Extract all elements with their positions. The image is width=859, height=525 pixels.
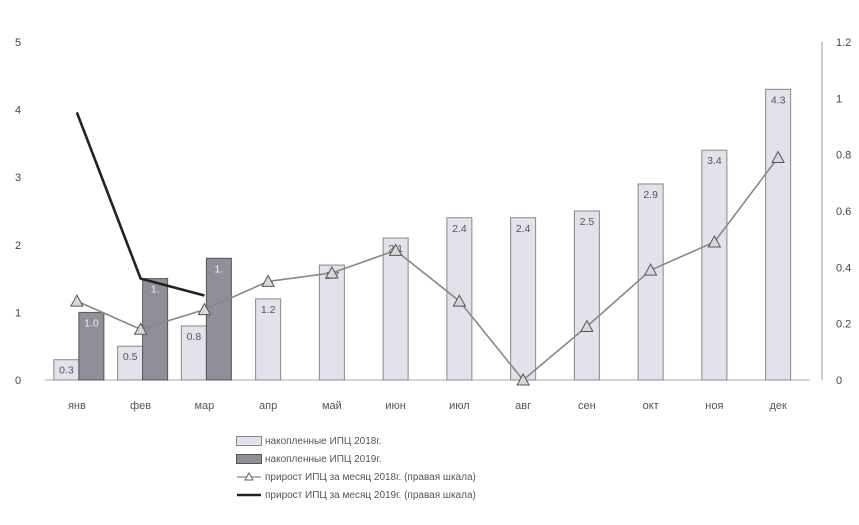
bar-2019 — [205, 257, 232, 381]
bar-label-2018: 2.5 — [580, 216, 595, 228]
legend-swatch-2018-line — [237, 472, 261, 481]
legend-item-2019-line: прирост ИПЦ за месяц 2019г. (правая шкал… — [236, 486, 476, 504]
line-point-2018 — [70, 294, 84, 307]
legend-item-2018-line: прирост ИПЦ за месяц 2018г. (правая шкал… — [236, 468, 476, 486]
line-point-2018 — [261, 274, 275, 287]
y-right-tick-label: 0.6 — [836, 206, 851, 218]
x-tick-label: окт — [643, 400, 659, 412]
line-point-2018 — [325, 265, 339, 279]
bar-2018 — [180, 325, 207, 381]
y-right-tick-label: 0.2 — [836, 319, 851, 331]
legend-label: прирост ИПЦ за месяц 2019г. (правая шкал… — [265, 489, 476, 501]
line-point-2018 — [580, 319, 594, 332]
bar-label-2019: 1. — [214, 263, 223, 275]
legend-label: прирост ИПЦ за месяц 2018г. (правая шкал… — [265, 471, 476, 483]
bar-2018 — [765, 88, 792, 381]
bar-label-2018: 3.4 — [707, 155, 722, 167]
bar-label-2018: 2.9 — [643, 189, 658, 201]
bar-2018 — [701, 149, 728, 381]
bar-2018 — [255, 298, 282, 381]
y-left-tick-label: 0 — [15, 375, 21, 387]
legend-item-2019-bars: накопленные ИПЦ 2019г. — [236, 450, 476, 468]
bar-label-2018: 4.3 — [771, 94, 786, 106]
bar-label-2018: 0.5 — [123, 351, 138, 363]
bar-label-2018: 2.4 — [516, 223, 531, 235]
x-tick-label: фев — [130, 400, 151, 412]
bar-2018 — [318, 264, 345, 381]
x-tick-label: июн — [385, 400, 405, 412]
legend-label: накопленные ИПЦ 2019г. — [265, 453, 382, 465]
line-series-2018 — [76, 157, 779, 382]
x-tick-label: апр — [259, 400, 277, 412]
y-left-tick-label: 5 — [15, 37, 21, 49]
x-tick-label: июл — [449, 400, 470, 412]
y-left-tick-label: 2 — [15, 240, 21, 252]
bar-series — [53, 88, 792, 381]
y-right-tick-label: 0.4 — [836, 262, 851, 274]
bar-2018 — [637, 183, 664, 381]
legend-item-2018-bars: накопленные ИПЦ 2018г. — [236, 432, 476, 450]
line-point-2018 — [771, 150, 785, 163]
axes: 0 1 2 3 4 5 0 0.2 0.4 0.6 0.8 1 1.2 янв фев мар апр май ию… — [15, 37, 851, 412]
bar-label-2018: 2.4 — [452, 223, 467, 235]
y-left-tick-label: 3 — [15, 172, 21, 184]
x-tick-label: янв — [68, 400, 86, 412]
legend-swatch-2019-bars — [236, 454, 262, 464]
x-tick-label: ноя — [705, 400, 723, 412]
bar-2019 — [78, 311, 105, 381]
x-tick-label: авг — [515, 400, 531, 412]
bar-2018 — [382, 237, 409, 381]
y-left-tick-label: 4 — [15, 105, 21, 117]
bar-label-2019: 1. — [151, 284, 160, 296]
bar-label-2018: 0.8 — [187, 331, 202, 343]
x-tick-label: мар — [194, 400, 214, 412]
line-point-2018 — [197, 302, 212, 316]
bar-2019 — [142, 278, 169, 381]
bar-label-2018: 0.3 — [59, 365, 74, 377]
bar-2018 — [573, 210, 600, 381]
legend-swatch-2019-line — [237, 493, 261, 497]
x-tick-label: май — [322, 400, 342, 412]
x-tick-label: сен — [578, 400, 596, 412]
line-point-2018 — [133, 322, 148, 335]
y-left-tick-label: 1 — [15, 307, 21, 319]
bar-label-2019: 1.0 — [84, 317, 99, 329]
bar-2018 — [117, 345, 144, 381]
line-point-2018 — [707, 234, 722, 248]
line-point-2018 — [516, 372, 530, 386]
legend-label: накопленные ИПЦ 2018г. — [265, 435, 382, 447]
line-point-2018 — [388, 243, 403, 256]
legend-swatch-2018-bars — [236, 436, 262, 446]
bar-label-2018: 1.2 — [261, 304, 276, 316]
x-tick-label: дек — [769, 400, 787, 412]
y-right-tick-label: 1.2 — [836, 37, 851, 49]
line-series-2019 — [75, 111, 205, 297]
legend: накопленные ИПЦ 2018г. накопленные ИПЦ 2… — [236, 432, 476, 504]
y-right-tick-label: 1 — [836, 93, 842, 105]
line-series — [70, 111, 785, 386]
y-right-tick-label: 0 — [836, 375, 842, 387]
line-point-2018 — [452, 294, 467, 307]
line-point-2018 — [643, 263, 658, 276]
y-right-tick-label: 0.8 — [836, 150, 851, 162]
bar-2018 — [510, 217, 537, 381]
